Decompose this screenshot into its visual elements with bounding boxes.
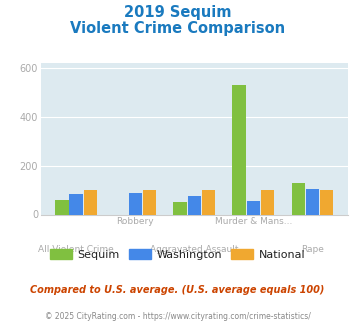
Text: 2019 Sequim: 2019 Sequim <box>124 5 231 20</box>
Text: Compared to U.S. average. (U.S. average equals 100): Compared to U.S. average. (U.S. average … <box>30 285 325 295</box>
Bar <box>306 189 319 214</box>
Bar <box>70 194 83 214</box>
Text: All Violent Crime: All Violent Crime <box>38 245 114 254</box>
Text: Aggravated Assault: Aggravated Assault <box>150 245 239 254</box>
Bar <box>187 196 201 214</box>
Legend: Sequim, Washington, National: Sequim, Washington, National <box>50 249 305 260</box>
Bar <box>233 85 246 214</box>
Text: © 2025 CityRating.com - https://www.cityrating.com/crime-statistics/: © 2025 CityRating.com - https://www.city… <box>45 312 310 321</box>
Bar <box>261 190 274 214</box>
Bar <box>143 190 156 214</box>
Text: Violent Crime Comparison: Violent Crime Comparison <box>70 21 285 36</box>
Bar <box>55 200 69 215</box>
Bar <box>202 190 215 214</box>
Bar <box>247 201 260 214</box>
Bar <box>129 193 142 214</box>
Bar <box>173 202 187 214</box>
Text: Rape: Rape <box>301 245 324 254</box>
Bar <box>84 190 97 214</box>
Bar <box>291 183 305 214</box>
Bar <box>320 190 333 214</box>
